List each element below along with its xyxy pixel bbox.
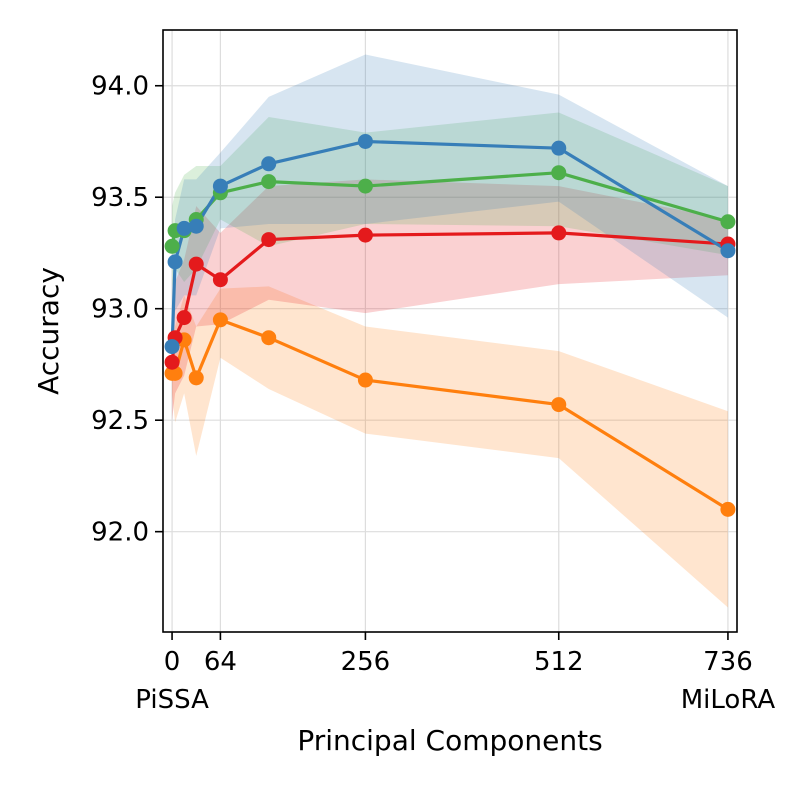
- x-axis-ticks: 0 64 256 512 736 PiSSA MiLoRA: [135, 632, 775, 715]
- blue-data-point: [176, 220, 192, 236]
- orange-data-point: [357, 372, 373, 388]
- blue-data-point: [261, 156, 277, 172]
- green-data-point: [261, 174, 277, 190]
- y-tick-label: 93.0: [91, 295, 149, 325]
- x-tick-label: 64: [204, 647, 237, 677]
- red-confidence-band: [172, 179, 728, 421]
- green-confidence-band: [172, 112, 728, 287]
- blue-confidence-band: [172, 54, 728, 385]
- x-axis-label: Principal Components: [297, 724, 602, 757]
- orange-data-point: [551, 397, 567, 413]
- y-tick-label: 93.5: [91, 183, 149, 213]
- green-data-point: [551, 165, 567, 181]
- blue-data-point: [551, 140, 567, 156]
- x-tick-label: 0: [164, 647, 181, 677]
- red-data-point: [212, 272, 228, 288]
- red-data-point: [164, 354, 180, 370]
- red-data-point: [261, 232, 277, 248]
- orange-data-point: [212, 312, 228, 328]
- y-tick-label: 92.0: [91, 518, 149, 548]
- x-subtick-label: MiLoRA: [681, 685, 776, 715]
- green-data-point: [720, 214, 736, 230]
- orange-data-point: [188, 370, 204, 386]
- x-tick-label: 256: [341, 647, 391, 677]
- blue-data-point: [188, 218, 204, 234]
- red-data-point: [188, 256, 204, 272]
- y-axis-ticks: 92.0 92.5 93.0 93.5 94.0: [91, 72, 163, 548]
- red-data-point: [176, 310, 192, 326]
- y-tick-label: 92.5: [91, 406, 149, 436]
- x-subtick-label: PiSSA: [135, 685, 209, 715]
- blue-data-point: [212, 178, 228, 194]
- orange-confidence-band: [172, 286, 728, 608]
- blue-data-point: [167, 254, 183, 270]
- orange-data-point: [261, 330, 277, 346]
- series-markers: [164, 133, 736, 517]
- red-data-point: [357, 227, 373, 243]
- blue-data-point: [164, 339, 180, 355]
- x-tick-label: 512: [534, 647, 584, 677]
- plot-frame: [162, 29, 738, 633]
- confidence-bands: [172, 54, 728, 608]
- red-data-point: [551, 225, 567, 241]
- green-data-point: [357, 178, 373, 194]
- green-data-point: [164, 238, 180, 254]
- x-tick-label: 736: [703, 647, 753, 677]
- blue-data-point: [357, 133, 373, 149]
- blue-data-point: [720, 243, 736, 259]
- y-tick-label: 94.0: [91, 72, 149, 102]
- y-axis-label: Accuracy: [32, 267, 65, 395]
- orange-data-point: [720, 501, 736, 517]
